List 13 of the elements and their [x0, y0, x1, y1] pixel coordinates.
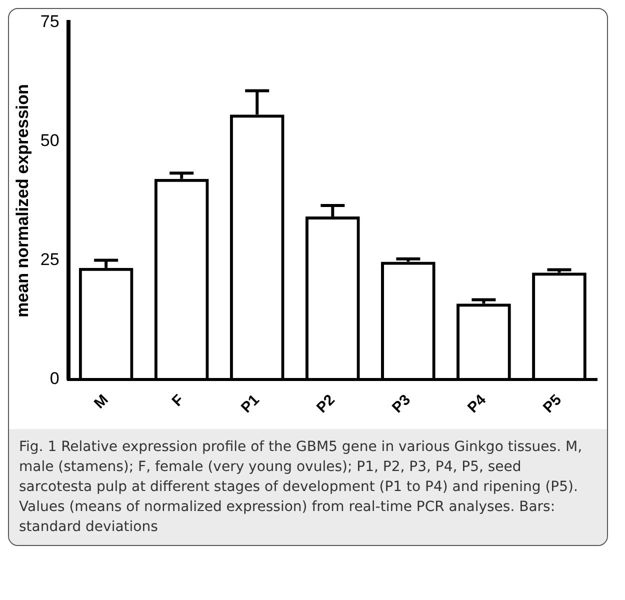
y-tick-label: 25	[40, 250, 60, 269]
x-tick-label: P3	[388, 391, 414, 416]
y-axis-title: mean normalized expression	[12, 84, 32, 318]
x-tick-label: P5	[540, 391, 565, 416]
y-tick-label: 0	[50, 368, 60, 388]
x-tick-label: F	[168, 391, 188, 410]
x-tick-label: M	[90, 391, 112, 412]
x-tick-label: P1	[238, 391, 263, 416]
y-tick-label: 75	[40, 12, 60, 31]
x-tick-label: P2	[313, 391, 338, 416]
y-tick-label: 50	[40, 130, 60, 150]
x-tick-label: P4	[464, 390, 490, 416]
caption: Fig. 1 Relative expression profile of the GBM5 gene in various Ginkgo tissues. M, male (stamens); F, female (very young ovules); P1, P2, P3, P4, P5, seed sarcotesta pulp at different stages of development (P1 to P4) and ripening (P5). Values (means of normalized expression) from real-time PCR analyses. Bars: standard deviations	[9, 429, 607, 545]
